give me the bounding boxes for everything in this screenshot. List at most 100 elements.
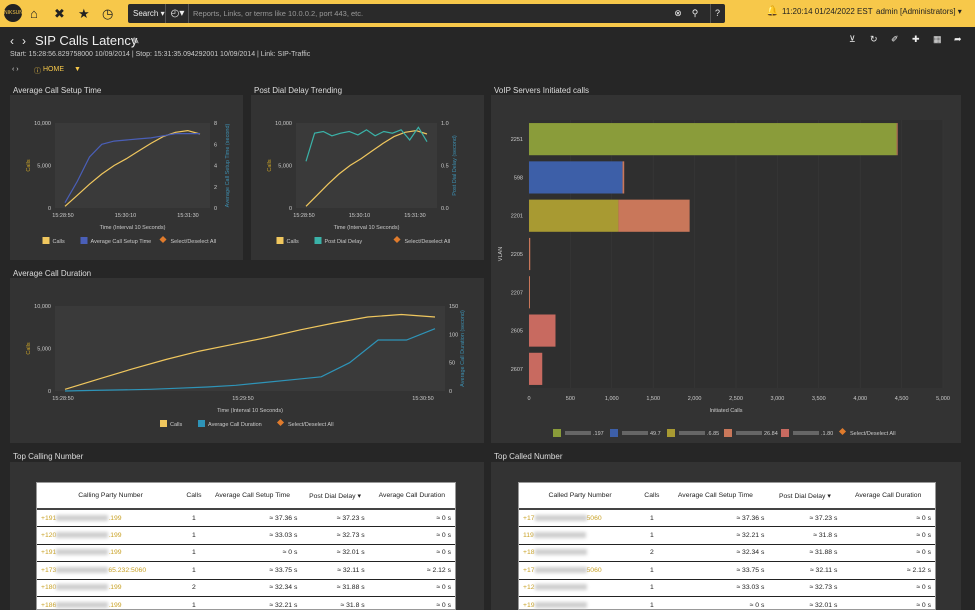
calendar-icon[interactable]: ▦	[933, 34, 942, 44]
history-dropdown[interactable]: ◴▾	[167, 4, 189, 23]
column-header[interactable]: Post Dial Delay ▾	[768, 483, 842, 510]
legend-swatch	[160, 420, 167, 427]
x-tick-label: 4,500	[895, 396, 909, 402]
y2-tick-label: 1.0	[441, 121, 449, 127]
plot-area	[55, 306, 445, 391]
table-cell: ≈ 37.23 s	[768, 509, 842, 527]
app-logo[interactable]: NIKSUN	[4, 4, 23, 22]
table-cell: ≈ 33.03 s	[662, 579, 769, 597]
tools-icon[interactable]: ✖	[54, 6, 65, 21]
column-header[interactable]: Calling Party Number	[37, 483, 185, 510]
tag-icon[interactable]: ✎	[132, 36, 140, 46]
table-row[interactable]: +19 1 ≈ 0 s ≈ 32.01 s ≈ 0 s	[519, 596, 935, 610]
party-number-link[interactable]: +18	[519, 544, 642, 562]
table-cell: ≈ 32.11 s	[301, 561, 369, 580]
forward-arrow-icon[interactable]: ›	[22, 34, 26, 48]
legend-swatch	[781, 429, 789, 437]
table-cell: 1	[641, 561, 663, 580]
table-row[interactable]: +120.199 1 ≈ 33.03 s ≈ 32.73 s ≈ 0 s	[37, 526, 455, 545]
table-row[interactable]: +191.199 1 ≈ 37.36 s ≈ 37.23 s ≈ 0 s	[37, 509, 455, 527]
table-row[interactable]: +17 5060 1 ≈ 37.36 s ≈ 37.23 s ≈ 0 s	[519, 509, 935, 527]
x-tick-label: 500	[566, 396, 575, 402]
home-icon[interactable]: ⌂	[30, 6, 38, 21]
party-number-link[interactable]: +180.199	[37, 579, 185, 597]
y2-tick-label: 0.0	[441, 206, 449, 212]
help-button[interactable]: ?	[710, 4, 724, 23]
y-tick-label: 2251	[511, 137, 523, 143]
table-cell: 1	[641, 596, 663, 610]
table-row[interactable]: +12 1 ≈ 33.03 s ≈ 32.73 s ≈ 0 s	[519, 579, 935, 597]
panel-title-voip: VoIP Servers Initiated calls	[492, 86, 592, 95]
series-line-metric	[305, 126, 428, 162]
party-number-link[interactable]: +17 5060	[519, 561, 642, 580]
x-tick-label: 4,000	[853, 396, 867, 402]
table-row[interactable]: 119 1 ≈ 32.21 s ≈ 31.8 s ≈ 0 s	[519, 526, 935, 545]
column-header[interactable]: Post Dial Delay ▾	[301, 483, 369, 510]
bar-segment	[529, 352, 543, 385]
breadcrumb-home[interactable]: HOME	[43, 66, 64, 73]
column-header[interactable]: Average Call Setup Time	[662, 483, 769, 510]
bar-segment	[529, 237, 531, 271]
x-tick-label: 2,000	[688, 396, 702, 402]
add-icon[interactable]: ✚	[912, 34, 920, 44]
x-tick-label: 15:28:50	[293, 213, 314, 219]
chevron-down-icon[interactable]: ▼	[74, 66, 81, 73]
y-axis-label: VLAN	[498, 247, 504, 261]
filter-icon[interactable]: ⊻	[849, 34, 856, 44]
time-range: Start: 15:28:56.829758000 10/09/2014 | S…	[10, 51, 311, 58]
column-header[interactable]: Average Call Setup Time	[203, 483, 302, 510]
pin-icon[interactable]: ✐	[891, 34, 899, 44]
table-row[interactable]: +191.199 1 ≈ 0 s ≈ 32.01 s ≈ 0 s	[37, 544, 455, 562]
search-type-dropdown[interactable]: Search ▾	[128, 4, 166, 23]
table-cell: 1	[184, 544, 204, 562]
legend-label: .6.85	[707, 431, 719, 437]
user-menu[interactable]: admin [Administrators] ▾	[876, 7, 962, 16]
search-input[interactable]	[193, 6, 673, 21]
y-tick-label: 5,000	[37, 347, 51, 353]
x-axis-label: Initiated Calls	[709, 408, 742, 414]
column-header[interactable]: Average Call Duration	[841, 483, 935, 510]
y-axis-label: Calls	[26, 342, 32, 354]
crumb-back-icon[interactable]: ‹ ›	[12, 66, 19, 73]
bell-icon[interactable]: 🔔	[766, 6, 779, 17]
bar-segment	[529, 199, 619, 232]
column-header[interactable]: Called Party Number	[519, 483, 642, 510]
party-number-link[interactable]: 119	[519, 526, 642, 545]
share-icon[interactable]: ➦	[954, 34, 962, 44]
table-row[interactable]: +173 65.232:5060 1 ≈ 33.75 s ≈ 32.11 s ≈ 2.12…	[37, 561, 455, 580]
party-number-link[interactable]: +12	[519, 579, 642, 597]
table-row[interactable]: +180.199 2 ≈ 32.34 s ≈ 31.88 s ≈ 0 s	[37, 579, 455, 597]
y-axis-label: Calls	[267, 159, 273, 171]
column-header[interactable]: Average Call Duration	[368, 483, 455, 510]
column-header[interactable]: Calls	[641, 483, 663, 510]
party-number-link[interactable]: +19	[519, 596, 642, 610]
table-row[interactable]: +17 5060 1 ≈ 33.75 s ≈ 32.11 s ≈ 2.12 s	[519, 561, 935, 580]
table-row[interactable]: +18 2 ≈ 32.34 s ≈ 31.88 s ≈ 0 s	[519, 544, 935, 562]
panel-title-called: Top Called Number	[492, 452, 565, 461]
party-number-link[interactable]: +186.199	[37, 596, 185, 610]
search-icon[interactable]: ⚲	[691, 8, 699, 18]
legend-label: Average Call Setup Time	[91, 239, 152, 245]
table-cell: ≈ 0 s	[662, 596, 769, 610]
refresh-icon[interactable]: ↻	[870, 34, 878, 44]
clock-display: 11:20:14 01/24/2022 EST	[782, 7, 873, 16]
table-row[interactable]: +186.199 1 ≈ 32.21 s ≈ 31.8 s ≈ 0 s	[37, 596, 455, 610]
legend-redacted	[679, 431, 705, 435]
clear-search-icon[interactable]: ⊗	[674, 8, 682, 18]
party-number-link[interactable]: +120.199	[37, 526, 185, 545]
star-icon[interactable]: ★	[78, 6, 90, 21]
bar-segment	[618, 199, 690, 232]
back-arrow-icon[interactable]: ‹	[10, 34, 14, 48]
party-number-link[interactable]: +191.199	[37, 544, 185, 562]
party-number-link[interactable]: +191.199	[37, 509, 185, 527]
legend-label: 26.84	[764, 431, 778, 437]
chart-pdd: 10,000 5,000 0 1.0 0.5 0.0 15:28:50 15:30:10 15:…	[267, 121, 458, 245]
clock-icon[interactable]: ◷	[102, 6, 114, 21]
table-cell: ≈ 32.01 s	[768, 596, 842, 610]
party-number-link[interactable]: +17 5060	[519, 509, 642, 527]
y-tick-label: 10,000	[34, 121, 51, 127]
party-number-link[interactable]: +173 65.232:5060	[37, 561, 185, 580]
legend-redacted	[793, 431, 819, 435]
panel-title-duration: Average Call Duration	[11, 269, 94, 278]
column-header[interactable]: Calls	[184, 483, 204, 510]
